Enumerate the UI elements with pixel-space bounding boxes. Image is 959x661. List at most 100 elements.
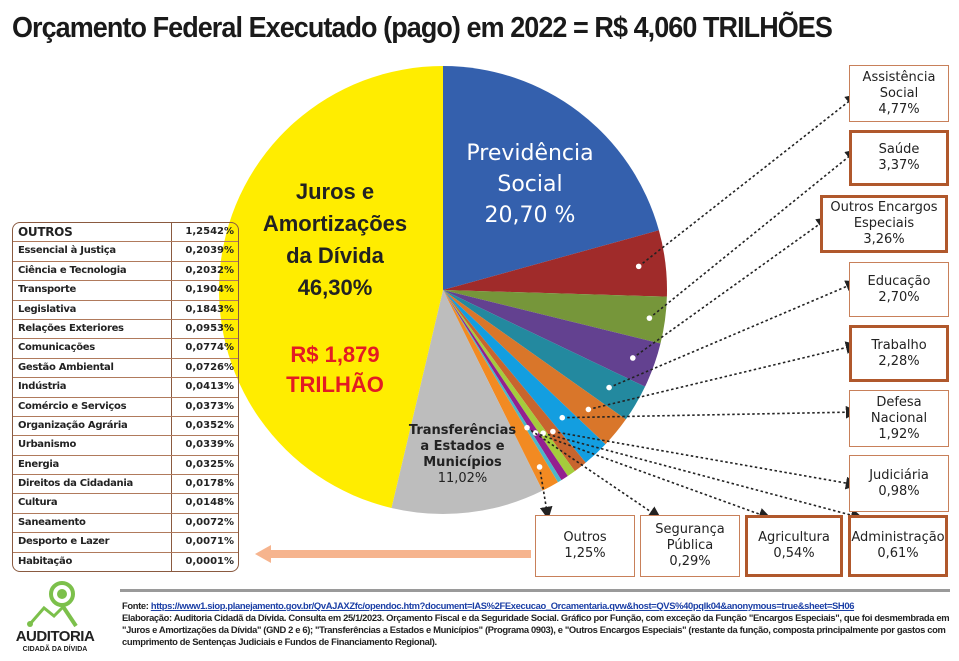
row-value: 0,0001% bbox=[185, 555, 234, 567]
leader-line bbox=[588, 341, 859, 411]
callout-box: Administração 0,61% bbox=[848, 515, 948, 577]
row-name: Urbanismo bbox=[13, 436, 172, 455]
arrow-to-table bbox=[255, 545, 531, 563]
callout-box: Outros Encargos Especiais 3,26% bbox=[820, 195, 948, 253]
row-name: Transporte bbox=[13, 281, 172, 300]
table-row: Cultura 0,0148% bbox=[13, 493, 238, 513]
table-row: Direitos da Cidadania 0,0178% bbox=[13, 474, 238, 494]
chart-title: Orçamento Federal Executado (pago) em 20… bbox=[12, 12, 833, 44]
callout-box: Educação 2,70% bbox=[849, 262, 949, 317]
leader-dot bbox=[635, 263, 642, 270]
pie-slice-8 bbox=[443, 290, 575, 477]
callout-box: Outros 1,25% bbox=[535, 515, 635, 577]
callout-line: Saúde bbox=[878, 142, 920, 157]
callout-box: Trabalho 2,28% bbox=[849, 325, 949, 382]
row-name: Comércio e Serviços bbox=[13, 397, 172, 416]
table-row: Relações Exteriores 0,0953% bbox=[13, 318, 238, 339]
row-name: Desporto e Lazer bbox=[13, 533, 172, 552]
callout-line: Outros bbox=[563, 530, 607, 545]
row-name: Gestão Ambiental bbox=[13, 358, 172, 378]
table-row: Urbanismo 0,0339% bbox=[13, 435, 238, 455]
row-value: 0,1904% bbox=[185, 284, 234, 296]
callout-line: Defesa bbox=[876, 394, 922, 410]
row-value: 0,0148% bbox=[185, 497, 234, 509]
label-line: a Estados e bbox=[420, 439, 505, 454]
label-line: Transferências bbox=[408, 423, 517, 438]
row-value: 0,0726% bbox=[185, 361, 234, 373]
row-name: Relações Exteriores bbox=[13, 319, 172, 339]
row-value: 0,0352% bbox=[185, 419, 234, 431]
table-row: Legislativa 0,1843% bbox=[13, 299, 238, 319]
callout-box: Defesa Nacional 1,92% bbox=[849, 390, 949, 447]
table-row: Desporto e Lazer 0,0071% bbox=[13, 532, 238, 552]
table-row: Habitação 0,0001% bbox=[13, 551, 238, 572]
leader-dot bbox=[550, 428, 556, 435]
callout-line: Judiciária bbox=[869, 467, 929, 483]
juros-amount: R$ 1,879 TRILHÃO bbox=[255, 340, 415, 400]
callout-line: Nacional bbox=[870, 410, 928, 426]
leader-line bbox=[552, 430, 859, 490]
source-link[interactable]: https://www1.siop.planejamento.gov.br/Qv… bbox=[150, 600, 855, 611]
table-row: Transporte 0,1904% bbox=[13, 280, 238, 300]
callout-line: 3,37% bbox=[878, 158, 920, 173]
table-row: Ciência e Tecnologia 0,2032% bbox=[13, 260, 238, 281]
pie-slice-10 bbox=[443, 290, 562, 483]
callout-line: 1,25% bbox=[564, 546, 606, 561]
callout-line: Assistência bbox=[862, 69, 936, 85]
pie-slice-12 bbox=[391, 290, 543, 514]
amount-line: TRILHÃO bbox=[286, 372, 384, 397]
label-line: 46,30% bbox=[297, 275, 373, 300]
logo-subtext: CIDADÃ DA DÍVIDA bbox=[22, 646, 88, 653]
table-row: Gestão Ambiental 0,0726% bbox=[13, 357, 238, 378]
callout-box: Assistência Social 4,77% bbox=[849, 65, 949, 122]
row-value: 0,0953% bbox=[185, 322, 234, 334]
leader-dot bbox=[629, 355, 636, 361]
leader-dot bbox=[585, 406, 592, 413]
label-line: Juros e bbox=[295, 179, 375, 204]
juros-label: Juros e Amortizações da Dívida 46,30% bbox=[245, 176, 425, 304]
leader-line bbox=[638, 94, 859, 267]
footer-notes: Fonte: https://www1.siop.planejamento.go… bbox=[122, 600, 952, 648]
leader-dot bbox=[559, 414, 566, 421]
row-value: 0,0178% bbox=[185, 478, 234, 490]
label-line: Previdência bbox=[466, 141, 594, 166]
row-name: Organização Agrária bbox=[13, 416, 172, 436]
row-name: Legislativa bbox=[13, 300, 172, 319]
pie-slice-5 bbox=[443, 290, 626, 445]
source-label: Fonte: bbox=[122, 600, 149, 611]
leader-line bbox=[526, 427, 662, 519]
transferencias-label: Transferências a Estados e Municípios 11… bbox=[405, 423, 520, 487]
callout-line: 0,29% bbox=[669, 554, 711, 569]
table-row: Comércio e Serviços 0,0373% bbox=[13, 396, 238, 416]
callout-line: 3,26% bbox=[863, 232, 905, 247]
row-name: Habitação bbox=[13, 552, 172, 572]
row-value: 1,2542% bbox=[185, 226, 234, 237]
callout-box: Judiciária 0,98% bbox=[849, 455, 949, 512]
amount-line: R$ 1,879 bbox=[290, 342, 380, 367]
row-value: 0,1843% bbox=[185, 303, 234, 315]
callout-line: 4,77% bbox=[878, 101, 920, 117]
label-line: Amortizações bbox=[262, 211, 408, 236]
footer-divider bbox=[120, 589, 950, 592]
callout-line: 2,28% bbox=[878, 353, 920, 369]
table-row: OUTROS 1,2542% bbox=[13, 223, 238, 242]
row-name: Cultura bbox=[13, 494, 172, 513]
leader-dot bbox=[524, 424, 530, 431]
table-row: Indústria 0,0413% bbox=[13, 377, 238, 397]
callout-line: 1,92% bbox=[878, 426, 920, 442]
callout-box: Segurança Pública 0,29% bbox=[640, 515, 740, 577]
callout-line: Educação bbox=[867, 273, 931, 289]
callout-line: 0,98% bbox=[878, 483, 920, 499]
row-name: Saneamento bbox=[13, 513, 172, 533]
row-value: 0,0413% bbox=[185, 381, 234, 393]
previdencia-label: Previdência Social 20,70 % bbox=[455, 138, 605, 231]
callout-line: Outros Encargos bbox=[830, 200, 938, 215]
table-row: Energia 0,0325% bbox=[13, 454, 238, 475]
row-value: 0,0325% bbox=[185, 458, 234, 470]
source-note: Elaboração: Auditoria Cidadã da Dívida. … bbox=[122, 612, 950, 647]
pie-slice-6 bbox=[443, 290, 606, 463]
pie-slice-1 bbox=[443, 230, 667, 297]
row-name: Direitos da Cidadania bbox=[13, 475, 172, 494]
row-value: 0,0373% bbox=[185, 400, 234, 412]
pie-slice-13 bbox=[219, 66, 443, 508]
